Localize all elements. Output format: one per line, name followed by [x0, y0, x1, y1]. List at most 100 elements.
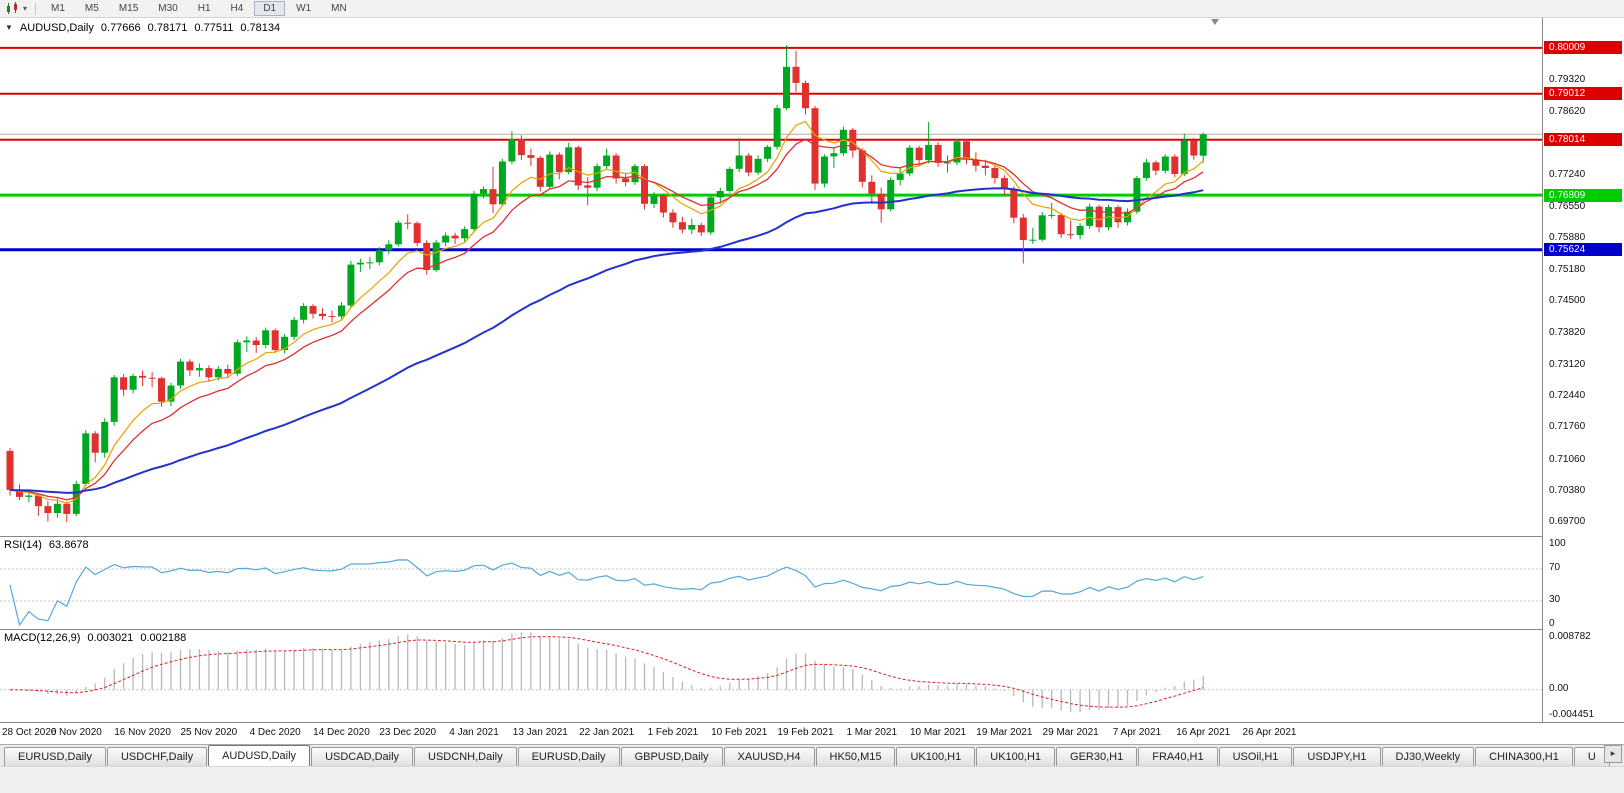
candlestick-chart-icon [7, 2, 17, 14]
time-axis-label: 28 Oct 2020 [2, 727, 57, 738]
price-pane: ▼ AUDUSD,Daily 0.77666 0.78171 0.77511 0… [0, 18, 1542, 536]
price-tick: 0.73820 [1549, 326, 1586, 338]
tab-uk100-h1[interactable]: UK100,H1 [896, 747, 976, 766]
timeframe-bar: M1 M5 M15 M30 H1 H4 D1 W1 MN [41, 1, 357, 16]
symbol-label: AUDUSD,Daily [19, 22, 94, 34]
rsi-chart-svg[interactable] [0, 537, 1542, 629]
price-level-badge: 0.75624 [1544, 243, 1622, 257]
time-axis-label: 19 Mar 2021 [976, 727, 1033, 738]
bar-high-value: 0.78171 [147, 22, 188, 34]
price-tick: 0.71060 [1549, 453, 1586, 465]
tab-usoil-h1[interactable]: USOil,H1 [1218, 747, 1293, 766]
timeframe-button-w1[interactable]: W1 [296, 3, 312, 14]
price-tick: 0.70380 [1549, 484, 1586, 496]
time-axis[interactable]: 28 Oct 2020 6 Nov 2020 16 Nov 2020 25 Nov 2… [0, 722, 1624, 744]
status-bar [0, 766, 1624, 793]
macd-name: MACD(12,26,9) [4, 632, 81, 644]
chevron-down-icon: ▾ [23, 4, 28, 13]
chart-type-button[interactable]: ▾ [0, 1, 30, 17]
price-level-badge: 0.80009 [1544, 41, 1622, 55]
macd-axis-label: 0.008782 [1549, 631, 1591, 642]
time-axis-label: 22 Jan 2021 [579, 727, 635, 738]
chart-title: ▼ AUDUSD,Daily 0.77666 0.78171 0.77511 0… [5, 22, 280, 34]
macd-main-value: 0.003021 [87, 632, 134, 644]
macd-axis-label: -0.004451 [1549, 709, 1595, 720]
tab-xauusd-h4[interactable]: XAUUSD,H4 [723, 747, 815, 766]
tab-usdchf-daily[interactable]: USDCHF,Daily [106, 747, 208, 766]
rsi-pane: RSI(14) 63.8678 [0, 536, 1542, 629]
tab-china300-h1[interactable]: CHINA300,H1 [1475, 747, 1573, 766]
rsi-label: RSI(14) 63.8678 [4, 539, 89, 551]
macd-axis-label: 0.00 [1549, 682, 1569, 694]
macd-chart-svg[interactable] [0, 630, 1542, 722]
price-axis[interactable]: 0.79320 0.78620 0.77240 0.76550 0.75880 0.751… [1542, 18, 1624, 722]
bar-low-value: 0.77511 [194, 22, 234, 34]
tab-scroll-right-button[interactable]: ▸ [1604, 745, 1622, 763]
time-axis-label: 23 Dec 2020 [379, 727, 437, 738]
price-chart-svg[interactable] [0, 18, 1542, 536]
chart-shift-marker[interactable] [1211, 19, 1219, 25]
timeframe-button-m1[interactable]: M1 [51, 3, 65, 14]
time-axis-label: 16 Nov 2020 [114, 727, 171, 738]
time-axis-label: 29 Mar 2021 [1042, 727, 1099, 738]
tab-gbpusd-daily[interactable]: GBPUSD,Daily [620, 747, 723, 766]
time-axis-label: 10 Feb 2021 [711, 727, 768, 738]
bar-close-value: 0.78134 [240, 22, 281, 34]
time-axis-label: 26 Apr 2021 [1242, 727, 1297, 738]
price-tick: 0.75880 [1549, 231, 1586, 243]
time-axis-label: 1 Feb 2021 [647, 727, 699, 738]
tab-eurusd-daily[interactable]: EURUSD,Daily [517, 747, 620, 766]
price-tick: 0.79320 [1549, 73, 1586, 85]
timeframe-button-m30[interactable]: M30 [158, 3, 178, 14]
timeframe-button-d1[interactable]: D1 [254, 1, 286, 16]
tab-audusd-daily[interactable]: AUDUSD,Daily [208, 745, 311, 766]
time-axis-label: 10 Mar 2021 [909, 727, 967, 738]
rsi-axis-label: 0 [1549, 618, 1555, 629]
bar-open-value: 0.77666 [100, 22, 141, 34]
chart-tab-bar: EURUSD,Daily USDCHF,Daily AUDUSD,Daily USDC… [0, 744, 1624, 766]
time-axis-label: 16 Apr 2021 [1176, 727, 1231, 738]
tab-eurusd-daily[interactable]: EURUSD,Daily [4, 747, 106, 766]
rsi-axis-label: 70 [1549, 562, 1561, 573]
tab-usdcnh-daily[interactable]: USDCNH,Daily [414, 747, 517, 766]
price-tick: 0.76550 [1549, 201, 1586, 213]
time-axis-label: 25 Nov 2020 [180, 727, 238, 738]
collapse-icon[interactable]: ▼ [5, 23, 13, 32]
chevron-right-icon: ▸ [1610, 748, 1616, 758]
price-tick: 0.69700 [1549, 516, 1586, 528]
price-level-badge: 0.79012 [1544, 87, 1622, 101]
timeframe-button-mn[interactable]: MN [331, 3, 347, 14]
tab-fra40-h1[interactable]: FRA40,H1 [1138, 747, 1218, 766]
time-axis-label: 13 Jan 2021 [512, 727, 568, 738]
timeframe-button-m15[interactable]: M15 [118, 3, 139, 14]
timeframe-button-h1[interactable]: H1 [197, 3, 211, 14]
timeframe-button-m5[interactable]: M5 [84, 3, 99, 14]
time-axis-label: 4 Jan 2021 [449, 727, 499, 738]
price-level-badge: 0.78014 [1544, 133, 1622, 147]
time-axis-label: 7 Apr 2021 [1112, 727, 1162, 738]
time-axis-label: 14 Dec 2020 [313, 727, 370, 738]
price-tick: 0.72440 [1549, 390, 1586, 402]
price-tick: 0.71760 [1549, 421, 1586, 433]
timeframe-button-h4[interactable]: H4 [230, 3, 244, 14]
tab-usdcad-daily[interactable]: USDCAD,Daily [311, 747, 414, 766]
tab-dj30-weekly[interactable]: DJ30,Weekly [1381, 747, 1475, 766]
tab-hk50-m15[interactable]: HK50,M15 [815, 747, 896, 766]
toolbar: ▾ M1 M5 M15 M30 H1 H4 D1 W1 MN [0, 0, 1624, 18]
rsi-axis-label: 30 [1549, 594, 1561, 605]
price-tick: 0.75180 [1549, 264, 1586, 276]
price-tick: 0.74500 [1549, 295, 1586, 307]
time-axis-label: 6 Nov 2020 [50, 727, 102, 738]
rsi-value: 63.8678 [48, 539, 89, 551]
price-tick: 0.73120 [1549, 358, 1586, 370]
macd-label: MACD(12,26,9) 0.003021 0.002188 [4, 632, 186, 644]
rsi-axis-label: 100 [1549, 538, 1566, 549]
time-axis-label: 19 Feb 2021 [777, 727, 834, 738]
tab-usdjpy-h1[interactable]: USDJPY,H1 [1293, 747, 1381, 766]
rsi-name: RSI(14) [4, 539, 42, 551]
time-axis-label: 4 Dec 2020 [249, 727, 301, 738]
price-tick: 0.78620 [1549, 105, 1586, 117]
chart-area: ▼ AUDUSD,Daily 0.77666 0.78171 0.77511 0… [0, 18, 1624, 744]
tab-uk100-h1[interactable]: UK100,H1 [976, 747, 1056, 766]
tab-ger30-h1[interactable]: GER30,H1 [1056, 747, 1138, 766]
